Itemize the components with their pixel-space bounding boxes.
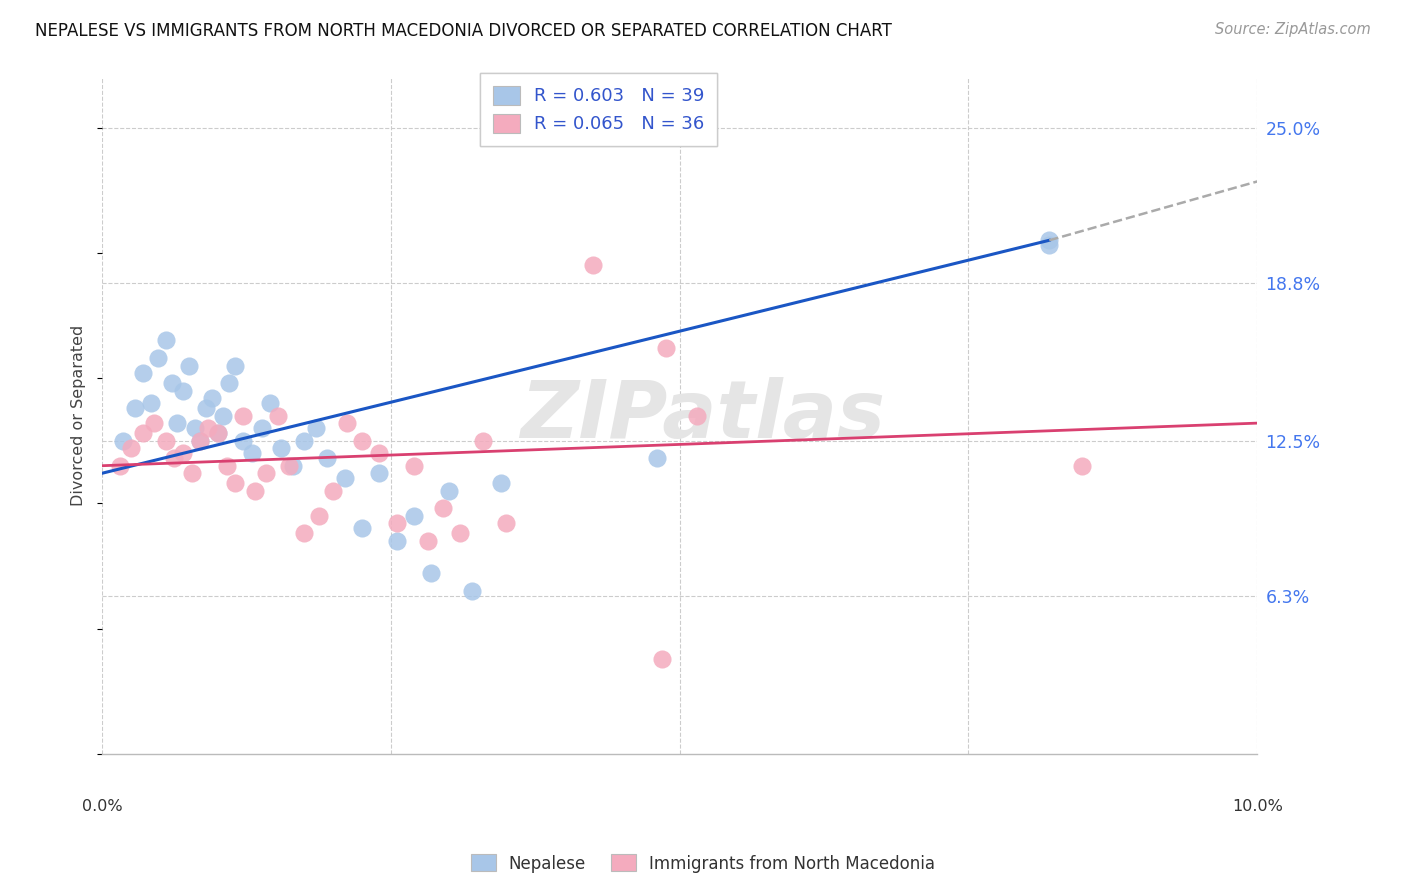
Point [489, 476, 512, 491]
Point [336, 416, 359, 430]
Point [278, 458, 301, 473]
Point [1038, 238, 1060, 252]
Point [385, 516, 408, 531]
Point [131, 426, 153, 441]
Point [190, 434, 212, 448]
Point [686, 409, 709, 423]
Point [240, 446, 263, 460]
Point [183, 421, 205, 435]
Point [232, 409, 254, 423]
Point [404, 458, 426, 473]
Point [111, 434, 134, 448]
Point [120, 441, 142, 455]
Point [190, 434, 212, 448]
Point [201, 391, 224, 405]
Point [322, 483, 344, 498]
Point [155, 334, 177, 348]
Point [163, 451, 186, 466]
Point [472, 434, 495, 448]
Point [143, 416, 166, 430]
Point [1070, 458, 1092, 473]
Point [416, 533, 439, 548]
Point [404, 508, 426, 523]
Point [449, 526, 471, 541]
Text: 10.0%: 10.0% [1232, 799, 1282, 814]
Point [352, 434, 374, 448]
Point [368, 467, 391, 481]
Text: NEPALESE VS IMMIGRANTS FROM NORTH MACEDONIA DIVORCED OR SEPARATED CORRELATION CH: NEPALESE VS IMMIGRANTS FROM NORTH MACEDO… [35, 22, 891, 40]
Point [232, 434, 254, 448]
Point [218, 376, 240, 390]
Point [177, 359, 200, 373]
Point [316, 451, 339, 466]
Point [131, 366, 153, 380]
Point [215, 458, 238, 473]
Point [292, 526, 315, 541]
Legend: Nepalese, Immigrants from North Macedonia: Nepalese, Immigrants from North Macedoni… [464, 847, 942, 880]
Text: 0.0%: 0.0% [82, 799, 122, 814]
Point [582, 258, 605, 272]
Point [308, 508, 330, 523]
Point [195, 401, 218, 416]
Y-axis label: Divorced or Separated: Divorced or Separated [72, 325, 86, 507]
Point [124, 401, 146, 416]
Point [108, 458, 131, 473]
Point [281, 458, 304, 473]
Legend: R = 0.603   N = 39, R = 0.065   N = 36: R = 0.603 N = 39, R = 0.065 N = 36 [481, 73, 717, 146]
Point [333, 471, 356, 485]
Point [155, 434, 177, 448]
Point [146, 351, 169, 365]
Point [259, 396, 281, 410]
Point [461, 584, 484, 599]
Point [172, 384, 194, 398]
Point [224, 476, 246, 491]
Point [250, 421, 273, 435]
Point [655, 341, 678, 355]
Point [160, 376, 183, 390]
Point [181, 467, 204, 481]
Point [243, 483, 266, 498]
Point [139, 396, 162, 410]
Point [224, 359, 246, 373]
Point [651, 651, 673, 665]
Point [495, 516, 517, 531]
Point [305, 421, 328, 435]
Point [420, 566, 443, 581]
Point [1038, 233, 1060, 247]
Point [352, 521, 374, 535]
Text: ZIPatlas: ZIPatlas [520, 376, 886, 455]
Text: Source: ZipAtlas.com: Source: ZipAtlas.com [1215, 22, 1371, 37]
Point [197, 421, 219, 435]
Point [385, 533, 408, 548]
Point [172, 446, 194, 460]
Point [267, 409, 290, 423]
Point [437, 483, 460, 498]
Point [432, 501, 454, 516]
Point [270, 441, 292, 455]
Point [166, 416, 188, 430]
Point [212, 409, 235, 423]
Point [292, 434, 315, 448]
Point [254, 467, 277, 481]
Point [207, 426, 229, 441]
Point [368, 446, 391, 460]
Point [645, 451, 668, 466]
Point [207, 426, 229, 441]
